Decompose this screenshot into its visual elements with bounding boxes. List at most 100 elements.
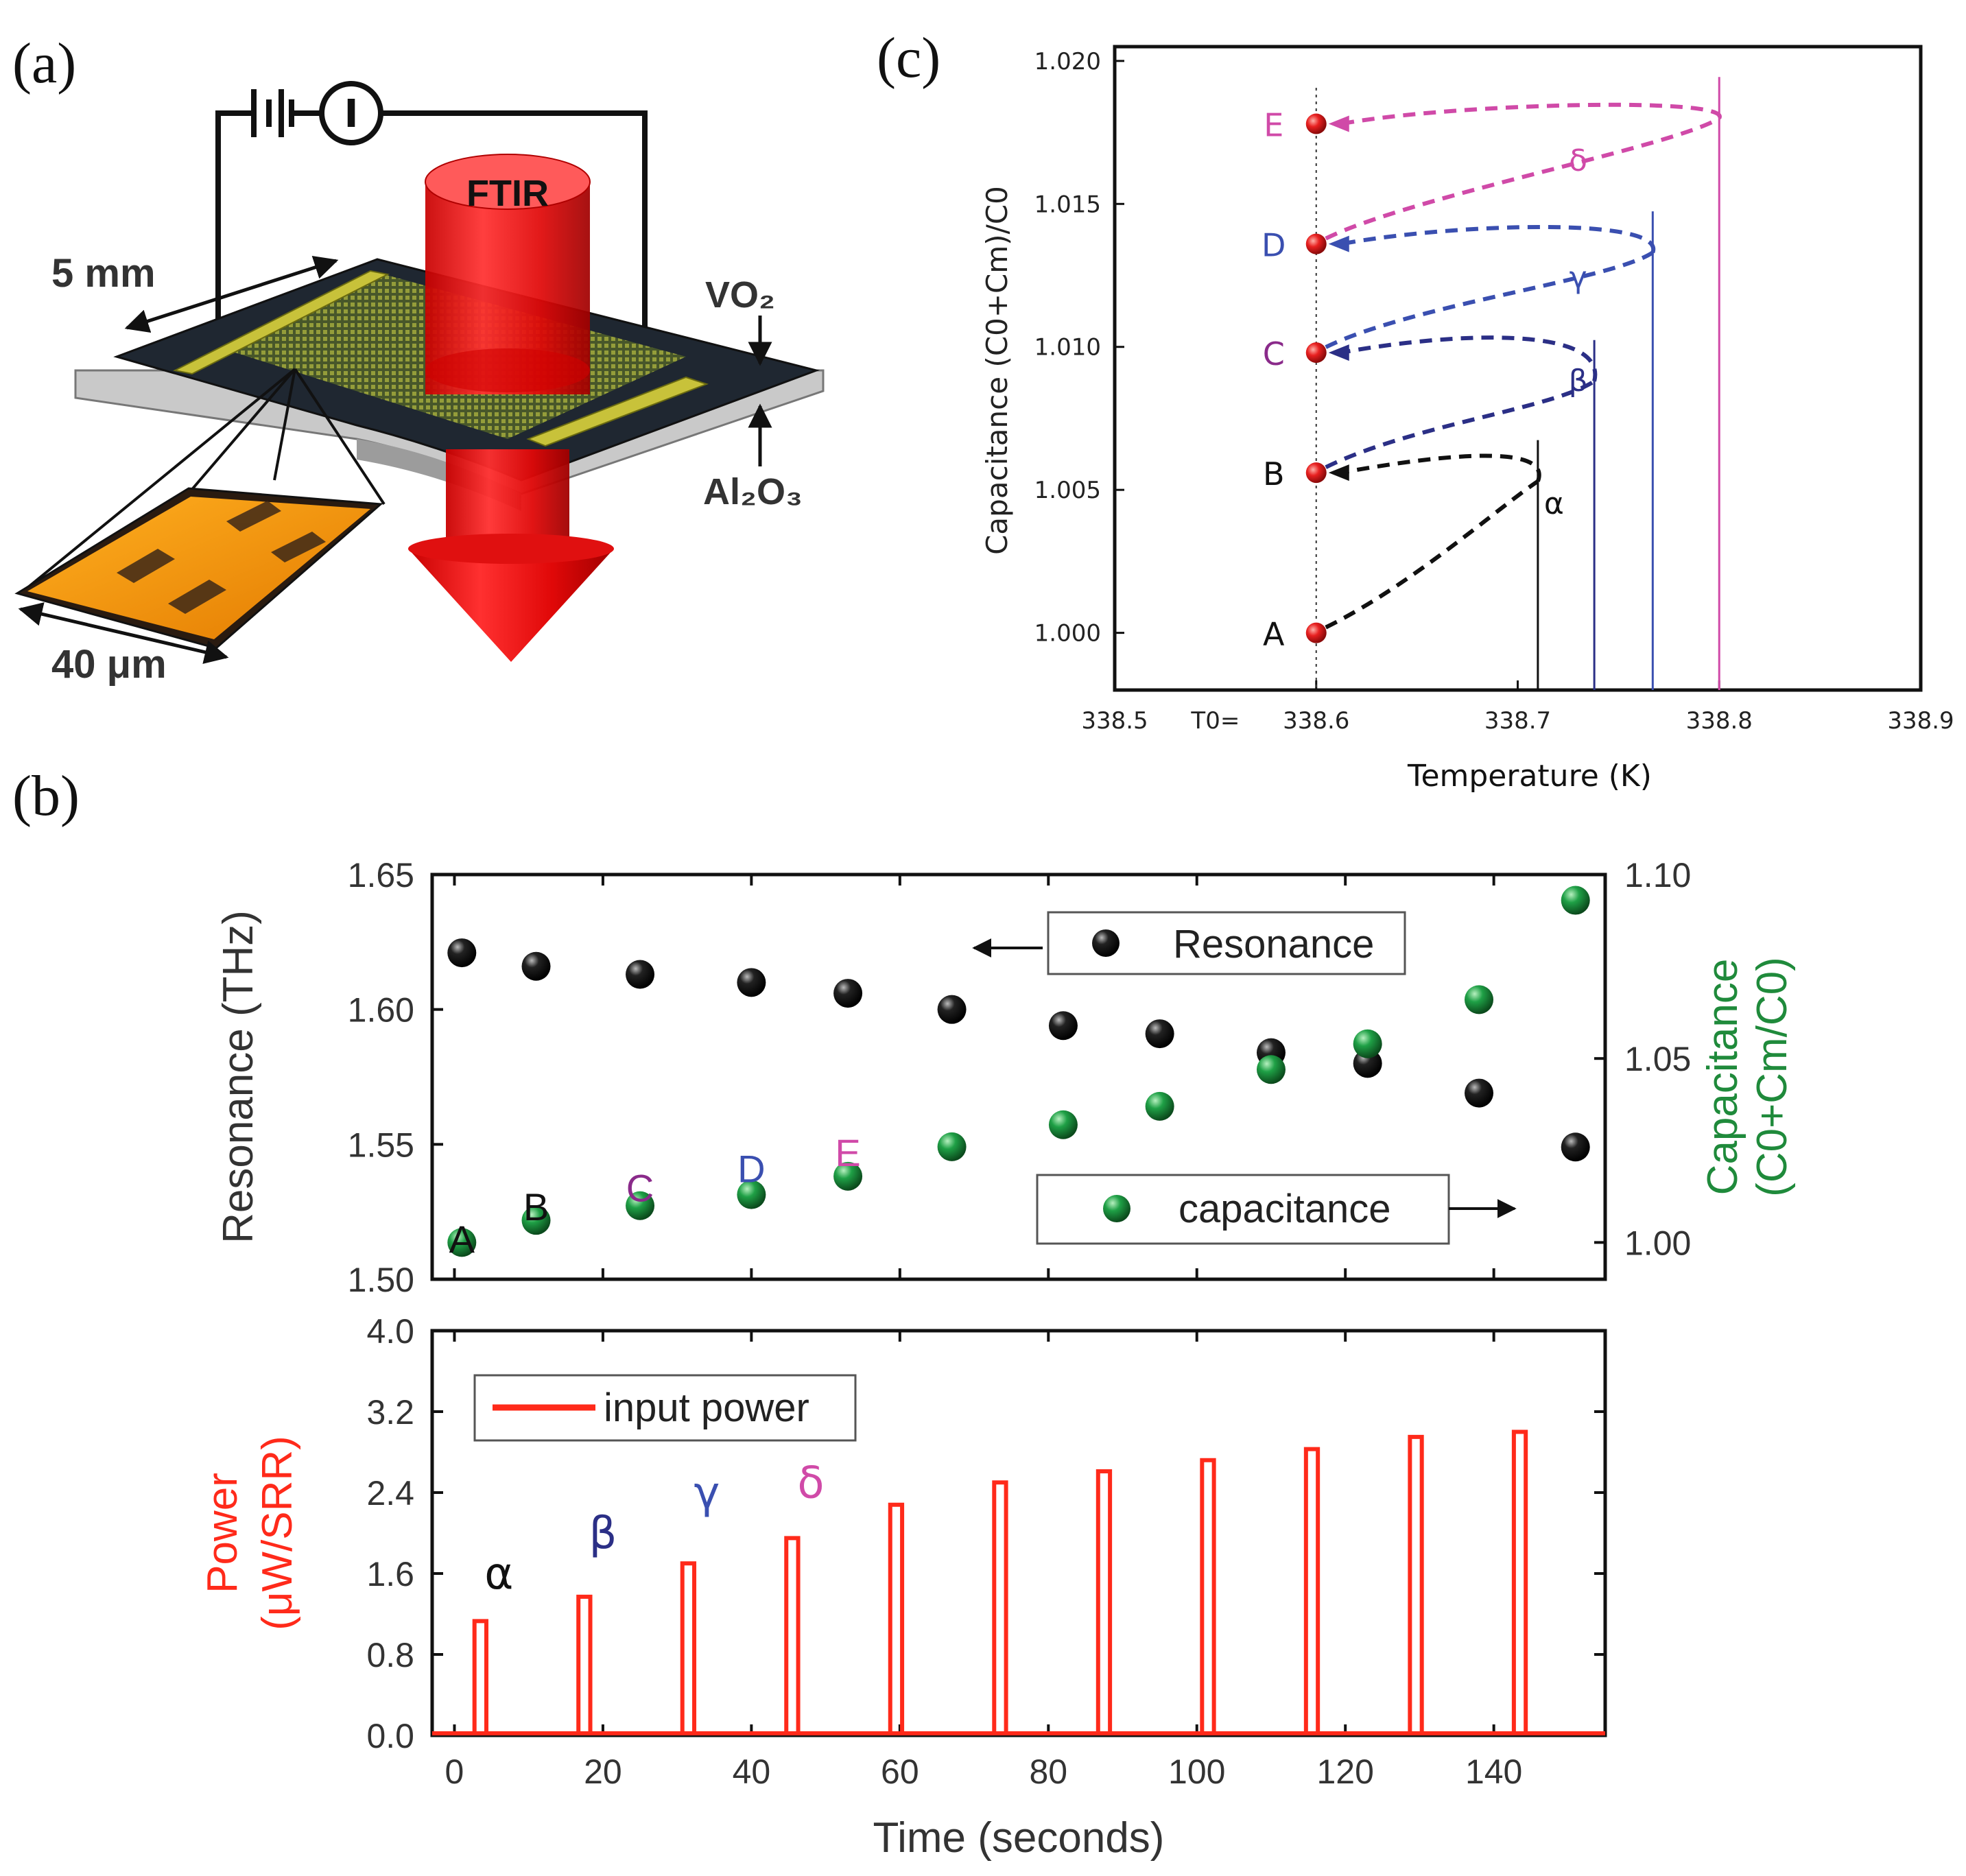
c-point-label-E: E	[1264, 107, 1283, 144]
ftir-beam	[408, 154, 614, 662]
c-point-label-A: A	[1263, 616, 1285, 653]
cell-arrow	[18, 602, 229, 664]
capacitance-point	[833, 1161, 863, 1191]
power-pulse	[680, 1561, 697, 1735]
c-series-label-3: γ	[1570, 261, 1587, 296]
bb-xtick-label: 100	[1168, 1753, 1225, 1791]
ammeter-icon: I	[319, 81, 383, 145]
plot-c-curves: α β γ δ	[1325, 77, 1722, 690]
power-pulse	[888, 1502, 905, 1735]
bb-ytick-label: 0.0	[366, 1717, 414, 1755]
bb-xtick-label: 20	[584, 1753, 622, 1791]
plot-c-axes: 338.5 338.6 338.7 338.8 338.9 1.000 1.005 1.010…	[1034, 48, 1954, 735]
c-series-return-3	[1340, 224, 1656, 254]
bt-ytick-right-label: 1.10	[1624, 856, 1691, 894]
bb-greek-label: β	[589, 1508, 617, 1559]
capacitance-point	[1048, 1110, 1078, 1139]
c-point-B	[1305, 462, 1327, 484]
resonance-point	[521, 951, 551, 981]
resonance-point	[1561, 1132, 1590, 1162]
resonance-point	[1465, 1078, 1494, 1108]
al2o3-label: Al₂O₃	[703, 471, 803, 512]
capacitance-point	[521, 1206, 551, 1235]
svg-text:I: I	[344, 92, 359, 136]
bt-ytick-right-label: 1.00	[1624, 1224, 1691, 1262]
c-xtick-label: 338.8	[1686, 707, 1753, 735]
plot-b-bottom-ylabel-2: (μW/SRR)	[254, 1436, 301, 1630]
bb-greek-label: α	[484, 1549, 513, 1600]
plot-b-top-ylabel-right-2: (C0+Cm/C0)	[1749, 957, 1796, 1197]
bt-ytick-label: 1.50	[348, 1261, 414, 1299]
bt-ytick-label: 1.60	[348, 991, 414, 1030]
capacitance-point	[937, 1132, 967, 1161]
panel-c: (c) 338.5 338.6 338.7 338.8 338.9 1.000 1.005 1…	[877, 26, 1954, 794]
legend-capacitance-label: capacitance	[1179, 1187, 1391, 1231]
c-series-rise-3	[1325, 250, 1654, 349]
capacitance-point	[1145, 1091, 1174, 1121]
capacitance-point	[1353, 1029, 1382, 1058]
bt-point-label-C: C	[626, 1166, 654, 1209]
power-pulse	[1303, 1447, 1320, 1735]
c-xtick-label: 338.6	[1283, 707, 1349, 735]
bt-point-label-A: A	[449, 1218, 475, 1261]
power-pulse	[1095, 1469, 1113, 1735]
c-ytick-label: 1.015	[1034, 191, 1101, 218]
resonance-point	[626, 960, 655, 989]
capacitance-point	[626, 1191, 655, 1220]
c-series-return-2	[1340, 335, 1598, 382]
c-xtick-label: 338.9	[1887, 707, 1954, 735]
bb-xtick-label: 40	[733, 1753, 771, 1791]
c-series-label-4: δ	[1569, 143, 1587, 178]
panel-c-label: (c)	[877, 26, 940, 90]
plot-c-xlabel: Temperature (K)	[1407, 759, 1652, 794]
c-t0-label: T0=	[1190, 707, 1240, 735]
c-point-A	[1305, 622, 1327, 643]
srr-unit-cell	[14, 487, 383, 650]
legend-capacitance: capacitance	[1036, 1174, 1517, 1245]
plot-c-frame	[1113, 45, 1923, 692]
plot-b-bottom-pulses: α β γ δ	[432, 1429, 1605, 1735]
c-series-arrowhead-2	[1328, 344, 1349, 361]
c-series-label-1: α	[1544, 486, 1564, 521]
resonance-point	[1145, 1019, 1174, 1049]
c-series-label-2: β	[1569, 364, 1588, 399]
c-series-arrowhead-1	[1328, 464, 1349, 482]
c-xtick-label: 338.7	[1484, 707, 1551, 735]
c-point-C	[1305, 342, 1327, 364]
panel-b: (b) 1.501.551.601.651.001.051.10 AB C D E R…	[12, 764, 1796, 1862]
plot-b-top-ylabel: Resonance (THz)	[215, 910, 262, 1244]
ftir-label: FTIR	[466, 173, 549, 214]
width-label: 5 mm	[51, 251, 156, 296]
panel-a: (a) I 5 mm	[12, 32, 825, 687]
power-pulse	[992, 1480, 1008, 1735]
plot-b-top-frame	[430, 872, 1607, 1281]
bb-ytick-label: 4.0	[366, 1312, 414, 1351]
bb-ytick-label: 2.4	[366, 1474, 414, 1512]
cell-label: 40 μm	[51, 642, 167, 687]
c-point-label-D: D	[1262, 227, 1286, 264]
plot-b-top-ylabel-right: Capacitance	[1699, 959, 1746, 1196]
c-point-label-B: B	[1263, 455, 1285, 492]
power-pulse	[784, 1536, 801, 1735]
bb-xtick-label: 140	[1465, 1753, 1522, 1791]
legend-resonance: Resonance	[972, 911, 1406, 975]
legend-resonance-label: Resonance	[1173, 922, 1374, 966]
plot-c-ylabel: Capacitance (C0+Cm)/C0	[980, 186, 1014, 555]
resonance-point	[1048, 1011, 1078, 1041]
c-series-rise-2	[1325, 379, 1596, 469]
c-ytick-label: 1.020	[1034, 48, 1101, 75]
power-pulse	[1511, 1429, 1528, 1735]
zoom-lines	[19, 368, 386, 595]
c-series-rise-1	[1325, 479, 1539, 630]
panel-b-label: (b)	[12, 764, 80, 828]
capacitance-point	[737, 1180, 766, 1209]
c-ytick-label: 1.000	[1034, 620, 1101, 648]
bt-ytick-label: 1.55	[348, 1126, 414, 1164]
bt-point-label-B: B	[523, 1185, 549, 1228]
power-pulse	[1200, 1458, 1216, 1735]
bb-ytick-label: 0.8	[366, 1636, 414, 1674]
resonance-point	[447, 938, 477, 968]
c-series-return-4	[1340, 102, 1722, 126]
c-ytick-label: 1.010	[1034, 334, 1101, 361]
c-series-arrowhead-4	[1328, 115, 1349, 132]
